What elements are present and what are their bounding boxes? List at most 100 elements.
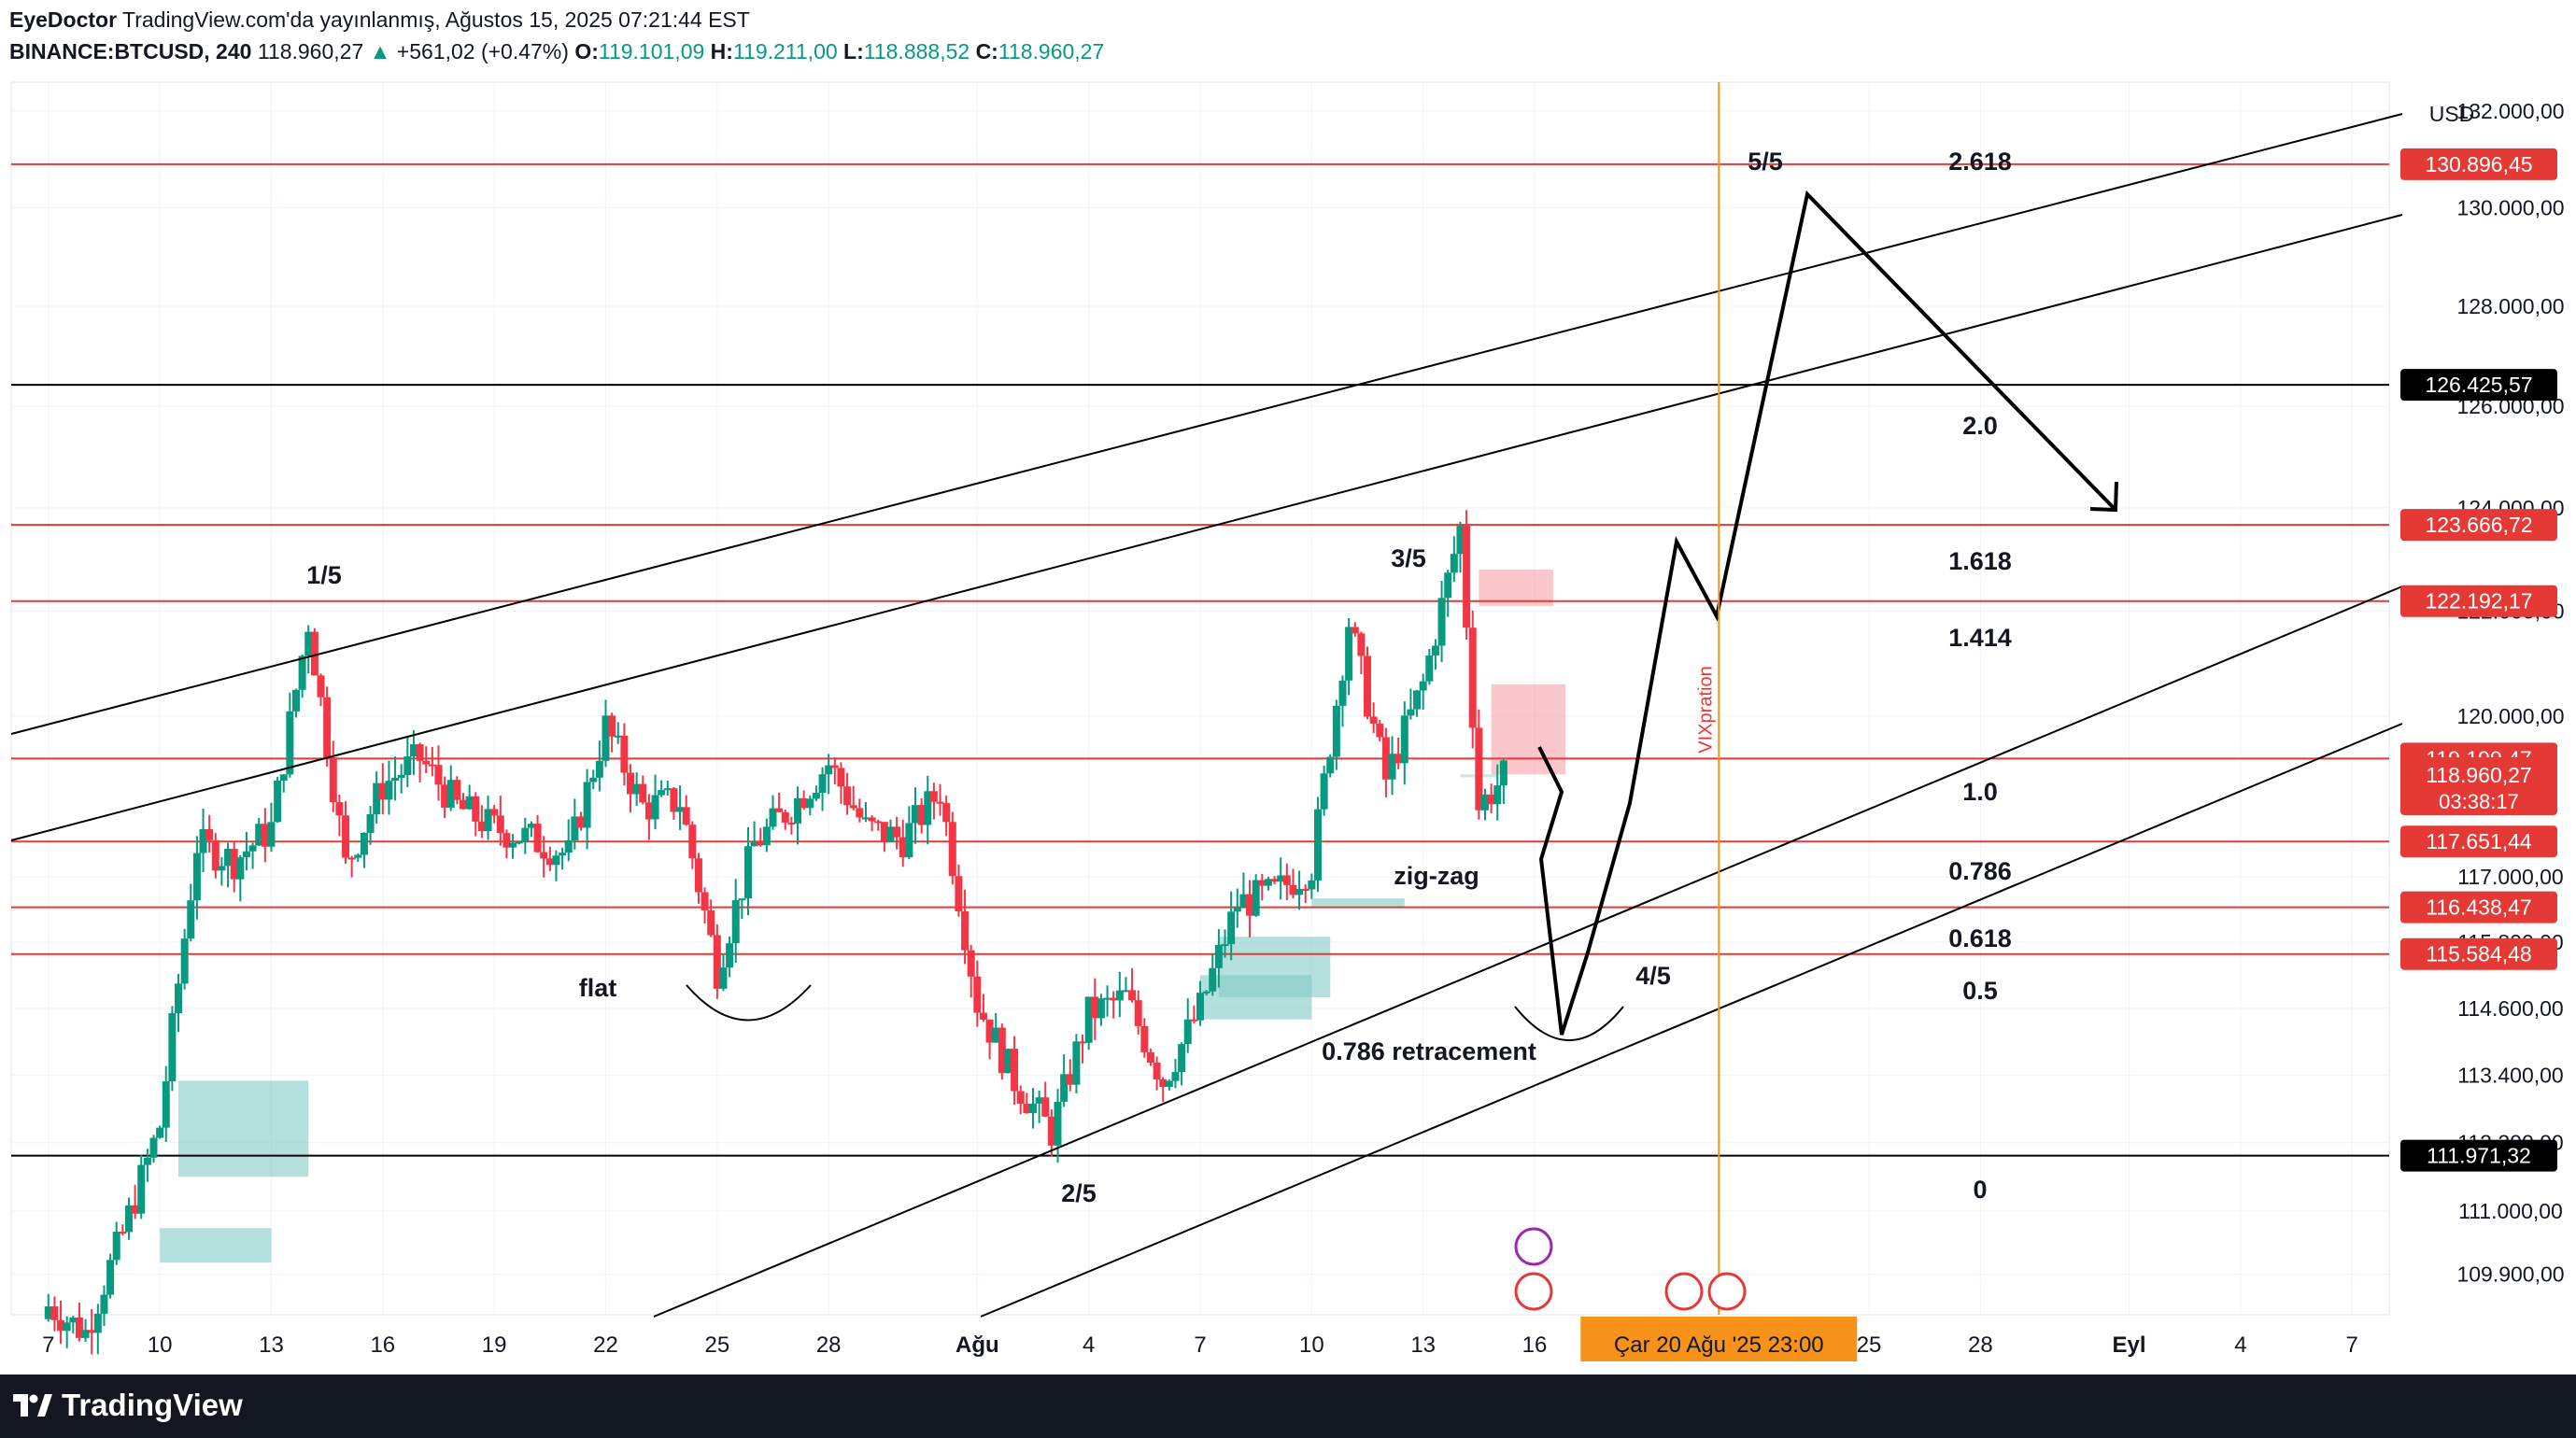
horizontal-levels: [11, 162, 2389, 1157]
time-tick-label: 10: [1299, 1332, 1324, 1358]
candle-body: [465, 796, 474, 810]
candle-body: [1233, 908, 1241, 912]
candle-body: [69, 1317, 78, 1323]
candle-body: [1023, 1103, 1031, 1114]
candle-body: [1376, 723, 1384, 738]
candle-body: [639, 783, 647, 803]
candle-body: [726, 943, 734, 968]
candle-body: [515, 841, 523, 844]
candle-body: [1252, 880, 1260, 916]
candle-body: [100, 1294, 108, 1314]
time-tick-label: 19: [482, 1332, 507, 1358]
candle-body: [750, 841, 758, 847]
price-tick-label: 128.000,00: [2456, 294, 2564, 318]
candle-body: [917, 805, 926, 825]
candle-body: [1450, 554, 1458, 573]
flat-arc: [686, 984, 812, 1022]
candle-body: [1146, 1051, 1154, 1063]
candle-body: [75, 1317, 83, 1338]
candle-body: [230, 848, 238, 880]
chart-header-line-1: EyeDoctor TradingView.com'da yayınlanmış…: [9, 7, 750, 33]
candle-body: [248, 845, 257, 852]
candle-body: [106, 1260, 115, 1295]
candle-body: [1394, 754, 1403, 764]
candle-body: [738, 898, 746, 901]
candle-body: [985, 1019, 994, 1043]
candle-body: [347, 857, 356, 860]
level-price-badge: [2400, 891, 2557, 923]
annotation-labels: VIXpration 1/5 2/5 3/5 4/5 5/5 flat zig-zag 0.78…: [306, 148, 2012, 1207]
candle-body: [180, 938, 189, 984]
candle-body: [1060, 1074, 1069, 1102]
candle-body: [602, 715, 610, 761]
candle-body: [694, 858, 702, 893]
candle-body: [1072, 1041, 1081, 1085]
wave-annotation: 2/5: [1061, 1179, 1097, 1207]
level-price-badge-text: 115.584,48: [2426, 942, 2531, 966]
candle-body: [632, 783, 641, 795]
candle-body: [1320, 773, 1328, 810]
candle-body: [620, 735, 629, 773]
time-tick-label: 16: [370, 1332, 395, 1358]
candle-body: [1171, 1072, 1180, 1081]
candle-body: [1066, 1074, 1074, 1085]
author-name[interactable]: EyeDoctor: [9, 7, 118, 32]
candle-body: [446, 780, 455, 808]
price-tick-label: 130.000,00: [2456, 196, 2564, 220]
candle-body: [1282, 875, 1291, 885]
candle-body: [794, 797, 802, 824]
time-tick-label: 25: [1857, 1332, 1882, 1358]
candle-body: [360, 832, 368, 855]
candle-body: [843, 786, 852, 806]
tradingview-brand: TradingView: [62, 1388, 243, 1422]
candle-body: [342, 815, 350, 858]
tradingview-logo[interactable]: TradingView: [13, 1388, 243, 1423]
candle-body: [255, 824, 263, 846]
candle-body: [1308, 880, 1316, 890]
last-price-badge: [2400, 756, 2557, 815]
candle-body: [552, 855, 560, 866]
candle-body: [924, 791, 932, 825]
event-marker-label: VIXpration: [1695, 666, 1716, 753]
candle-body: [967, 950, 975, 977]
candle-body: [131, 1205, 139, 1214]
candle-body: [1028, 1103, 1037, 1114]
candle-body: [1183, 1019, 1192, 1045]
price-chart[interactable]: VIXpration 1/5 2/5 3/5 4/5 5/5 flat zig-zag 0.78…: [0, 0, 2576, 1375]
level-price-badge-text: 122.192,17: [2425, 589, 2532, 613]
tradingview-logo-icon: [13, 1394, 52, 1417]
candle-body: [912, 805, 920, 824]
candle-body: [274, 780, 282, 823]
candle-body: [1097, 998, 1105, 1019]
candle-body: [533, 824, 542, 853]
candle-body: [416, 744, 424, 761]
candle-body: [1159, 1079, 1168, 1087]
candle-body: [1134, 1000, 1142, 1026]
candle-body: [1475, 727, 1483, 811]
candle-body: [1313, 809, 1322, 881]
candle-body: [1214, 944, 1223, 968]
drawings: [10, 82, 2403, 1318]
candle-body: [137, 1164, 146, 1214]
symbol-label[interactable]: BINANCE:BTCUSD, 240: [9, 39, 252, 63]
fib-level-label: 1.414: [1948, 624, 2012, 652]
candle-body: [651, 795, 659, 820]
candle-body: [378, 782, 387, 800]
candle-body: [757, 841, 765, 846]
footer-bar: TradingView: [0, 1375, 2576, 1438]
candle-body: [329, 757, 337, 803]
time-axis[interactable]: 7 10 13 16 19 22 25 28 Ağu 4 7 10 13 16 25 28 Eyl 4 7 Çar 2…: [42, 1317, 2358, 1361]
candle-body: [453, 780, 461, 800]
channel-line: [980, 723, 2403, 1318]
candle-body: [1431, 645, 1439, 656]
candle-body: [286, 711, 294, 775]
order-block-zone: [160, 1228, 272, 1263]
price-axis[interactable]: 132.000,00130.000,00128.000,00126.000,00…: [2400, 99, 2565, 1287]
candle-body: [731, 900, 740, 944]
candle-body: [1437, 598, 1446, 646]
candle-body: [948, 822, 956, 877]
level-price-badge-text: 116.438,47: [2426, 895, 2531, 920]
candle-body: [868, 817, 876, 822]
candle-body: [205, 828, 214, 840]
candle-body: [261, 824, 269, 847]
